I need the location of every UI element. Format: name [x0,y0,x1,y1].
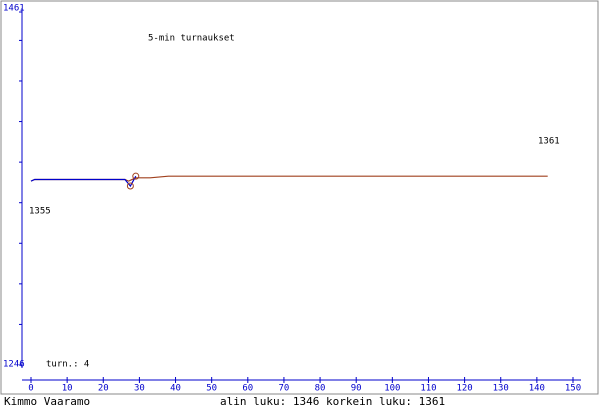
annotation: 1361 [538,137,560,147]
x-tick-label: 10 [62,384,73,394]
x-tick-label: 130 [493,384,509,394]
x-tick-label: 0 [28,384,33,394]
series-line [30,175,548,182]
x-tick-label: 20 [98,384,109,394]
x-tick-label: 60 [242,384,253,394]
y-tick-label: 1246 [3,360,25,370]
x-tick-label: 140 [529,384,545,394]
annotation: 1355 [29,207,51,217]
x-tick-label: 80 [315,384,326,394]
x-tick-label: 150 [565,384,581,394]
footer-center: alin luku: 1346 korkein luku: 1361 [220,395,445,408]
x-tick-label: 110 [420,384,436,394]
series-line [30,175,137,188]
x-tick-label: 40 [170,384,181,394]
x-tick-label: 50 [206,384,217,394]
x-tick-label: 30 [134,384,145,394]
x-tick-label: 90 [351,384,362,394]
note: turn.: 4 [46,360,89,370]
marker [126,182,134,190]
chart-title: 5-min turnaukset [148,34,235,44]
x-tick-label: 100 [384,384,400,394]
marker [132,172,140,180]
chart-frame [0,0,599,395]
footer-left: Kimmo Vaaramo [4,395,90,408]
x-tick-label: 70 [279,384,290,394]
y-tick-label: 1461 [3,4,25,14]
x-tick-label: 120 [456,384,472,394]
